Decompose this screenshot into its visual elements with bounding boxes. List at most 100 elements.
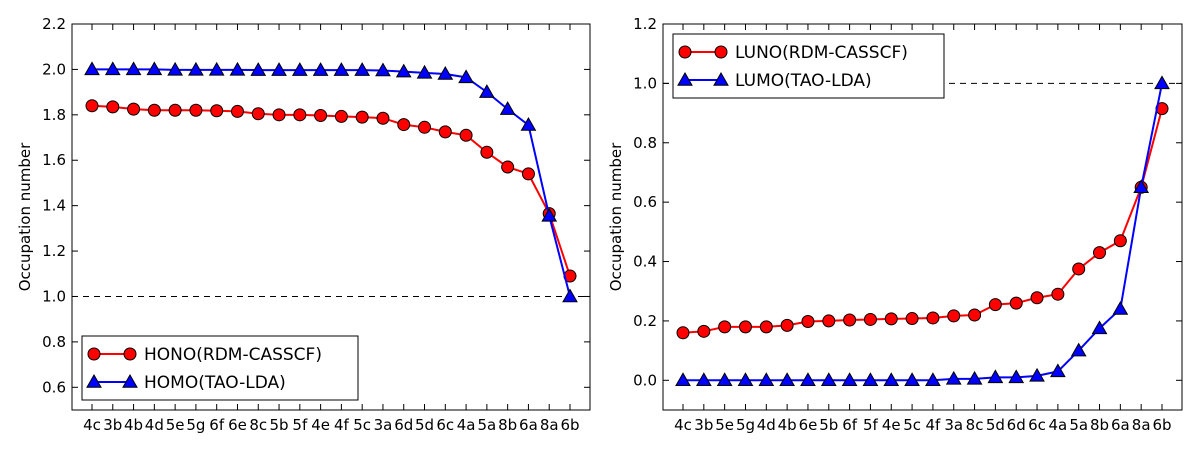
data-point — [820, 372, 837, 387]
x-tick-label: 3a — [374, 416, 393, 434]
data-point — [1133, 179, 1150, 194]
legend-marker — [678, 45, 692, 59]
y-tick-label: 0.6 — [633, 193, 657, 211]
y-tick-label: 1.2 — [633, 15, 657, 33]
data-point — [862, 372, 879, 387]
series-2 — [84, 61, 578, 303]
legend-box — [81, 335, 359, 401]
data-point — [271, 62, 287, 76]
data-point — [106, 100, 120, 114]
x-tick-label: 8b — [498, 416, 517, 434]
data-point — [676, 326, 690, 340]
data-point — [251, 107, 265, 121]
data-point — [716, 372, 733, 387]
y-tick-label: 0.0 — [633, 371, 657, 389]
legend-marker — [123, 347, 137, 361]
data-point — [250, 62, 267, 76]
data-point — [947, 309, 961, 323]
x-tick-label: 5e — [715, 416, 734, 434]
data-point — [291, 62, 308, 76]
x-tick-label: 3a — [944, 416, 963, 434]
data-point — [718, 320, 732, 334]
x-tick-label: 3b — [103, 416, 122, 434]
data-point — [501, 160, 515, 174]
data-point — [926, 311, 940, 325]
data-point — [562, 288, 578, 303]
data-point — [127, 102, 141, 116]
chart-1: 0.60.81.01.21.41.61.82.02.24c 3b 4b 4d 5e 5g 6… — [16, 15, 591, 434]
y-tick-label: 1.2 — [42, 242, 66, 260]
data-point — [354, 62, 371, 76]
legend-label: LUMO(TAO-LDA) — [735, 71, 872, 91]
x-tick-label: 4b — [124, 416, 143, 434]
y-tick-label: 1.8 — [42, 106, 66, 124]
x-tick-label: 4a — [457, 416, 476, 434]
x-tick-label: 6e — [799, 416, 818, 434]
data-point — [863, 312, 877, 326]
x-tick-label: 5e — [166, 416, 185, 434]
data-point — [779, 372, 795, 387]
series-line — [91, 104, 571, 277]
data-point — [945, 370, 962, 385]
data-point — [438, 125, 452, 139]
data-point — [1113, 234, 1127, 248]
x-tick-label: 5b — [819, 416, 838, 434]
data-point — [230, 104, 244, 118]
y-tick-label: 1.0 — [633, 74, 657, 92]
x-tick-label: 6a — [1111, 416, 1130, 434]
x-tick-label: 8a — [540, 416, 559, 434]
y-tick-label: 1.0 — [42, 287, 66, 305]
y-tick-label: 1.4 — [42, 197, 66, 215]
y-tick-label: 2.0 — [42, 60, 66, 78]
data-point — [416, 64, 433, 79]
x-tick-label: 6f — [209, 416, 225, 434]
data-point — [395, 63, 412, 78]
x-tick-label: 5f — [863, 416, 879, 434]
data-point — [210, 104, 224, 118]
data-point — [1029, 367, 1045, 382]
data-point — [822, 314, 836, 328]
data-point — [104, 61, 121, 76]
axes-frame — [662, 23, 1183, 411]
data-point — [479, 84, 495, 98]
legend-label: LUNO(RDM-CASSCF) — [735, 43, 908, 63]
series-2 — [675, 75, 1170, 387]
series-line — [682, 108, 1163, 334]
data-point — [738, 320, 752, 334]
x-tick-label: 4e — [311, 416, 330, 434]
data-point — [334, 109, 348, 123]
x-tick-label: 5f — [292, 416, 308, 434]
x-tick-label: 4b — [778, 416, 797, 434]
data-point — [458, 69, 474, 84]
series-1 — [676, 102, 1169, 340]
x-tick-label: 4e — [882, 416, 901, 434]
legend-marker — [86, 373, 102, 388]
data-point — [541, 207, 558, 222]
data-point — [1030, 291, 1044, 305]
legend-label: HONO(RDM-CASSCF) — [144, 345, 322, 365]
data-point — [841, 372, 858, 387]
series-line — [92, 68, 571, 297]
data-point — [208, 61, 225, 76]
legend-marker — [677, 71, 693, 86]
data-point — [376, 111, 390, 125]
data-point — [697, 324, 711, 338]
data-point — [905, 312, 919, 326]
x-tick-label: 5c — [353, 416, 371, 434]
data-point — [1072, 262, 1086, 276]
data-point — [437, 65, 454, 80]
data-point — [1051, 287, 1065, 301]
x-tick-label: 3b — [694, 416, 713, 434]
data-point — [521, 167, 535, 181]
data-point — [987, 369, 1004, 384]
x-tick-label: 4c — [83, 416, 101, 434]
x-tick-label: 6f — [842, 416, 858, 434]
x-tick-label: 8a — [1132, 416, 1151, 434]
data-point — [1112, 301, 1129, 315]
data-point — [780, 318, 794, 332]
x-tick-label: 5g — [186, 416, 205, 434]
x-tick-label: 4a — [1048, 416, 1067, 434]
data-point — [85, 99, 99, 113]
data-point — [800, 372, 816, 387]
